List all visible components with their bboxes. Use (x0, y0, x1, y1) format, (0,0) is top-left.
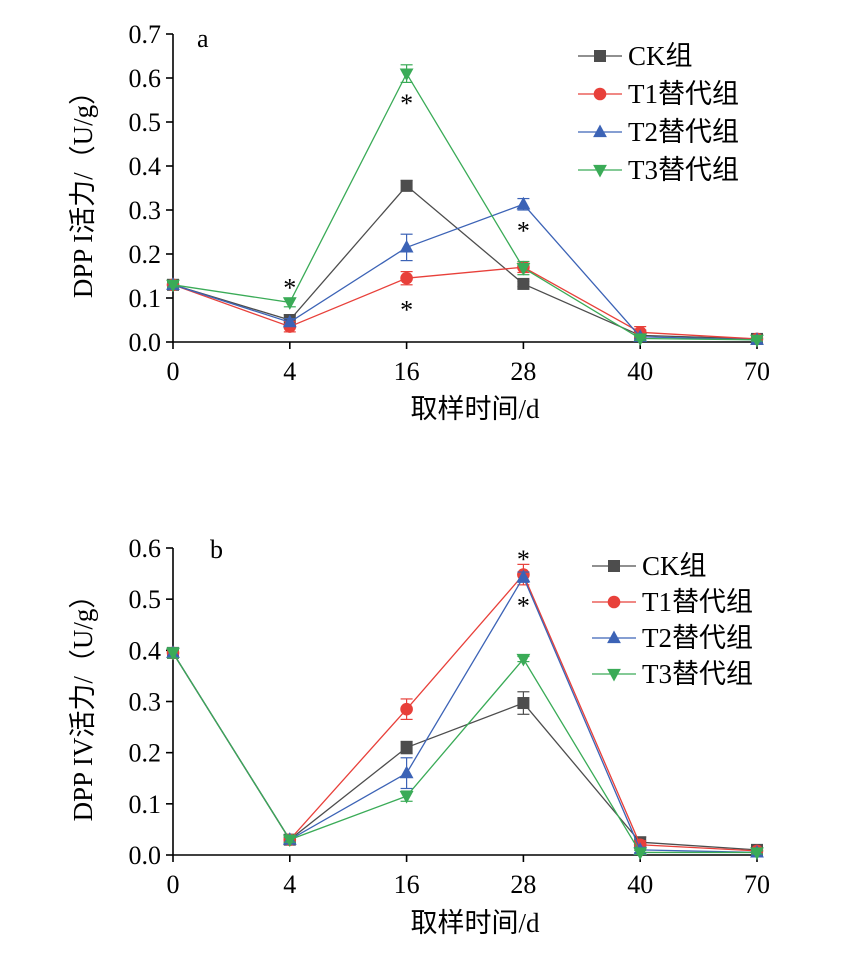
data-point (516, 569, 531, 583)
legend-label: T1替代组 (628, 79, 739, 109)
significance-mark: * (400, 89, 413, 118)
legend: CK组 T1替代组 T2替代组 T3替代组 (578, 41, 739, 185)
x-tick-label: 28 (510, 870, 536, 899)
data-point (166, 279, 180, 293)
x-tick-label: 4 (283, 357, 296, 386)
x-axis-title: 取样时间/d (410, 394, 540, 424)
y-tick-label: 0.0 (129, 328, 162, 357)
panel-label: b (210, 535, 223, 564)
legend-label: CK组 (628, 41, 693, 71)
chart-panel-b: 0.0 0.1 0.2 0.3 0.4 0.5 0.6 0 4 16 28 40 70 取样时间/d DPP… (68, 534, 770, 938)
data-point (282, 297, 297, 310)
data-point (282, 314, 297, 328)
data-point (750, 334, 764, 348)
x-tick-label: 40 (627, 870, 653, 899)
legend-label: T3替代组 (628, 155, 739, 185)
data-point (750, 847, 764, 860)
y-tick-label: 0.3 (129, 688, 162, 717)
series-line (172, 652, 757, 854)
legend-marker (593, 87, 607, 101)
legend-label: T2替代组 (642, 623, 753, 653)
chart-panel-a: 0.0 0.1 0.2 0.3 0.4 0.5 0.6 0.7 0 4 16 28 40 70 取样时间/d… (68, 20, 770, 424)
legend-label: CK组 (642, 551, 707, 581)
y-tick-label: 0.5 (129, 108, 162, 137)
data-point (400, 271, 413, 285)
series-0 (167, 179, 763, 345)
x-tick-label: 70 (744, 870, 770, 899)
x-axis-title: 取样时间/d (410, 908, 540, 938)
series-1 (166, 260, 764, 346)
significance-mark: * (517, 216, 530, 245)
data-point (516, 196, 531, 210)
y-tick-label: 0.3 (129, 196, 162, 225)
x-tick-label: 16 (394, 870, 420, 899)
significance-mark: * (517, 545, 530, 574)
legend-marker (607, 630, 621, 644)
legend-label: T1替代组 (642, 587, 753, 617)
series-2 (166, 196, 764, 345)
y-tick-label: 0.4 (129, 636, 162, 665)
legend-marker (594, 50, 606, 62)
panel-label: a (197, 24, 209, 53)
data-point (399, 68, 414, 82)
x-tick-label: 70 (744, 357, 770, 386)
y-tick-label: 0.2 (129, 739, 162, 768)
series-line (172, 72, 758, 341)
data-point (400, 179, 413, 192)
data-point (517, 277, 530, 290)
data-point (633, 333, 648, 346)
y-tick-label: 0.4 (129, 152, 162, 181)
y-tick-label: 0.6 (129, 64, 162, 93)
series-3 (166, 64, 764, 348)
significance-mark: * (283, 274, 296, 303)
data-point (400, 741, 413, 754)
x-tick-label: 40 (627, 357, 653, 386)
x-tick-label: 16 (394, 357, 420, 386)
x-tick-label: 0 (167, 870, 180, 899)
y-tick-label: 0.0 (129, 841, 162, 870)
y-axis-title: DPP IV活力/（U/g） (68, 582, 98, 822)
legend-marker (593, 124, 607, 138)
x-tick-label: 4 (283, 870, 296, 899)
data-point (166, 647, 180, 661)
data-point (282, 834, 297, 848)
y-tick-label: 0.7 (129, 20, 162, 49)
series-line (172, 203, 758, 341)
series-line (172, 184, 758, 340)
data-point (516, 262, 531, 276)
data-point (399, 239, 414, 253)
y-tick-label: 0.1 (129, 790, 162, 819)
y-tick-label: 0.1 (129, 284, 162, 313)
data-point (633, 847, 648, 860)
series-line (172, 575, 758, 854)
y-tick-label: 0.2 (129, 240, 162, 269)
legend: CK组 T1替代组 T2替代组 T3替代组 (592, 551, 753, 689)
legend-marker (593, 164, 607, 178)
series-line (172, 266, 758, 340)
x-tick-label: 0 (167, 357, 180, 386)
data-point (516, 653, 531, 667)
data-point (400, 702, 413, 716)
data-point (517, 697, 530, 710)
y-tick-label: 0.6 (129, 534, 162, 563)
legend-label: T3替代组 (642, 659, 753, 689)
series-3 (166, 647, 764, 860)
data-point (399, 791, 414, 804)
legend-marker (607, 595, 621, 609)
significance-mark: * (517, 592, 530, 621)
y-axis-title: DPP I活力/（U/g） (68, 78, 98, 298)
y-tick-label: 0.5 (129, 585, 162, 614)
data-point (399, 765, 414, 779)
significance-mark: * (400, 296, 413, 325)
x-tick-label: 28 (510, 357, 536, 386)
legend-marker (607, 668, 621, 682)
legend-marker (608, 560, 620, 572)
legend-label: T2替代组 (628, 117, 739, 147)
